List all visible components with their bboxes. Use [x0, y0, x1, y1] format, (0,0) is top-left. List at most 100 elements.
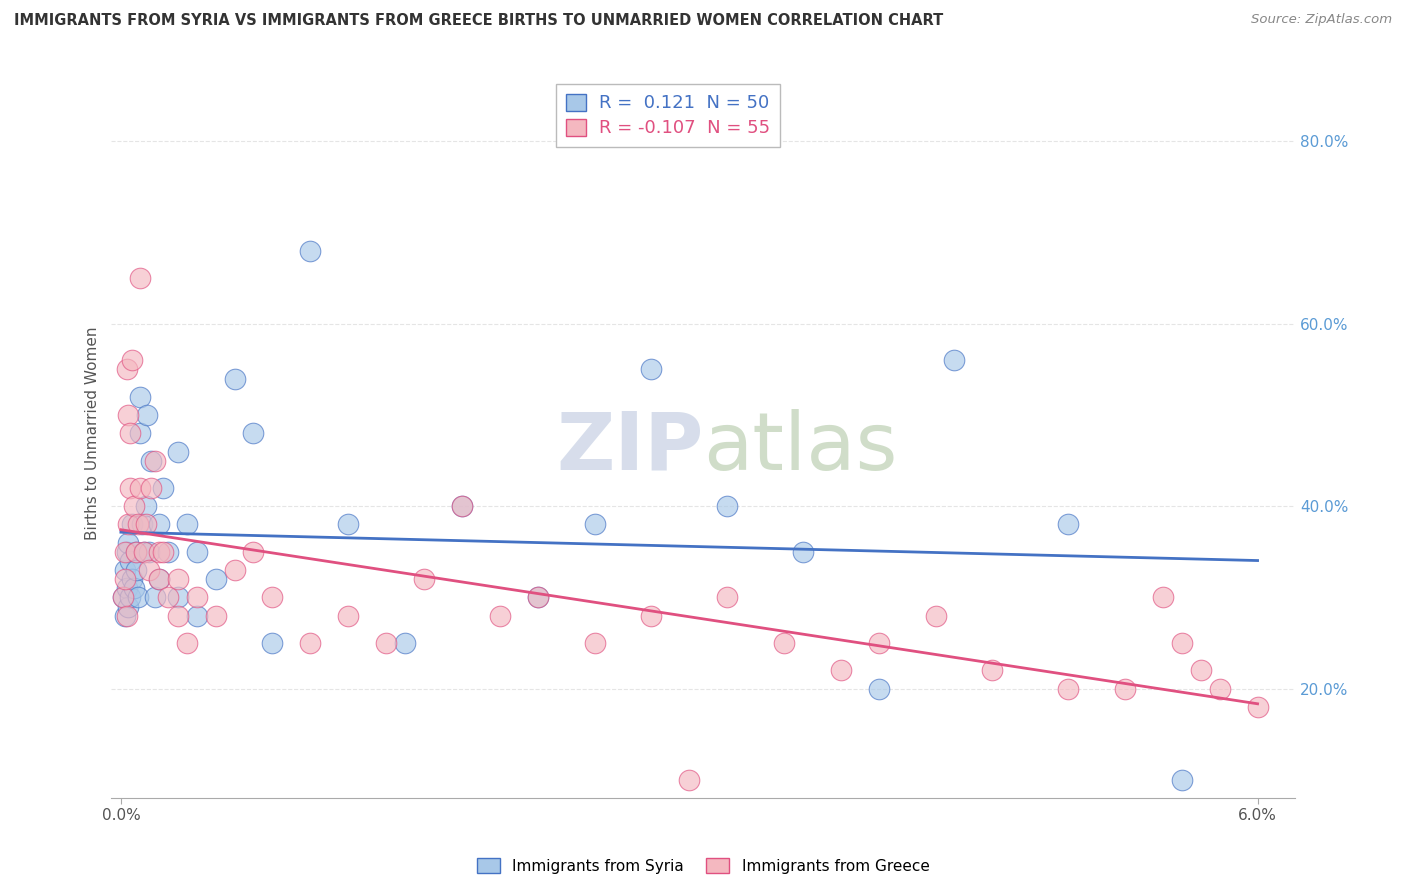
Point [134, 517, 156, 532]
Point [413, 572, 436, 586]
Point [127, 517, 149, 532]
Point [716, 500, 738, 514]
Point [186, 545, 208, 559]
Point [136, 408, 159, 422]
Point [157, 545, 180, 559]
Point [125, 545, 148, 559]
Point [157, 591, 180, 605]
Point [111, 591, 134, 605]
Point [451, 500, 474, 514]
Point [924, 608, 946, 623]
Point [1152, 591, 1174, 605]
Point [299, 636, 322, 650]
Point [526, 591, 548, 605]
Point [242, 426, 264, 441]
Point [242, 545, 264, 559]
Point [375, 636, 398, 650]
Point [583, 517, 606, 532]
Point [128, 390, 150, 404]
Point [143, 591, 166, 605]
Point [166, 591, 188, 605]
Point [125, 545, 148, 559]
Point [1208, 681, 1230, 696]
Point [114, 545, 136, 559]
Point [121, 353, 143, 368]
Point [114, 572, 136, 586]
Point [122, 500, 145, 514]
Point [115, 582, 138, 596]
Point [117, 408, 139, 422]
Point [1057, 517, 1080, 532]
Point [792, 545, 814, 559]
Point [262, 636, 284, 650]
Point [868, 681, 890, 696]
Point [583, 636, 606, 650]
Point [1246, 699, 1268, 714]
Point [128, 481, 150, 495]
Point [132, 545, 155, 559]
Point [299, 244, 322, 258]
Point [120, 481, 142, 495]
Point [640, 608, 662, 623]
Text: Source: ZipAtlas.com: Source: ZipAtlas.com [1251, 13, 1392, 27]
Point [640, 362, 662, 376]
Point [117, 517, 139, 532]
Point [166, 444, 188, 458]
Text: IMMIGRANTS FROM SYRIA VS IMMIGRANTS FROM GREECE BIRTHS TO UNMARRIED WOMEN CORREL: IMMIGRANTS FROM SYRIA VS IMMIGRANTS FROM… [14, 13, 943, 29]
Point [337, 608, 360, 623]
Point [134, 500, 156, 514]
Point [262, 591, 284, 605]
Point [204, 608, 226, 623]
Point [141, 453, 163, 467]
Point [224, 371, 246, 385]
Point [1189, 664, 1212, 678]
Point [176, 636, 198, 650]
Point [981, 664, 1004, 678]
Point [1171, 772, 1194, 787]
Point [141, 481, 163, 495]
Point [131, 517, 153, 532]
Point [125, 563, 148, 577]
Point [943, 353, 966, 368]
Point [152, 545, 174, 559]
Point [830, 664, 852, 678]
Point [152, 481, 174, 495]
Point [148, 517, 170, 532]
Point [148, 572, 170, 586]
Point [868, 636, 890, 650]
Point [148, 545, 170, 559]
Point [1057, 681, 1080, 696]
Y-axis label: Births to Unmarried Women: Births to Unmarried Women [86, 326, 100, 540]
Point [166, 608, 188, 623]
Point [394, 636, 416, 650]
Point [716, 591, 738, 605]
Point [143, 453, 166, 467]
Point [127, 591, 149, 605]
Point [678, 772, 700, 787]
Point [488, 608, 510, 623]
Point [114, 608, 136, 623]
Point [120, 591, 142, 605]
Point [115, 545, 138, 559]
Point [526, 591, 548, 605]
Point [166, 572, 188, 586]
Point [148, 572, 170, 586]
Point [451, 500, 474, 514]
Point [115, 608, 138, 623]
Point [132, 545, 155, 559]
Point [115, 362, 138, 376]
Point [120, 426, 142, 441]
Point [1171, 636, 1194, 650]
Point [111, 591, 134, 605]
Point [186, 608, 208, 623]
Point [122, 582, 145, 596]
Point [176, 517, 198, 532]
Point [117, 535, 139, 549]
Point [128, 271, 150, 285]
Point [204, 572, 226, 586]
Point [114, 563, 136, 577]
Point [117, 599, 139, 614]
Point [224, 563, 246, 577]
Point [1114, 681, 1136, 696]
Legend: Immigrants from Syria, Immigrants from Greece: Immigrants from Syria, Immigrants from G… [471, 852, 935, 880]
